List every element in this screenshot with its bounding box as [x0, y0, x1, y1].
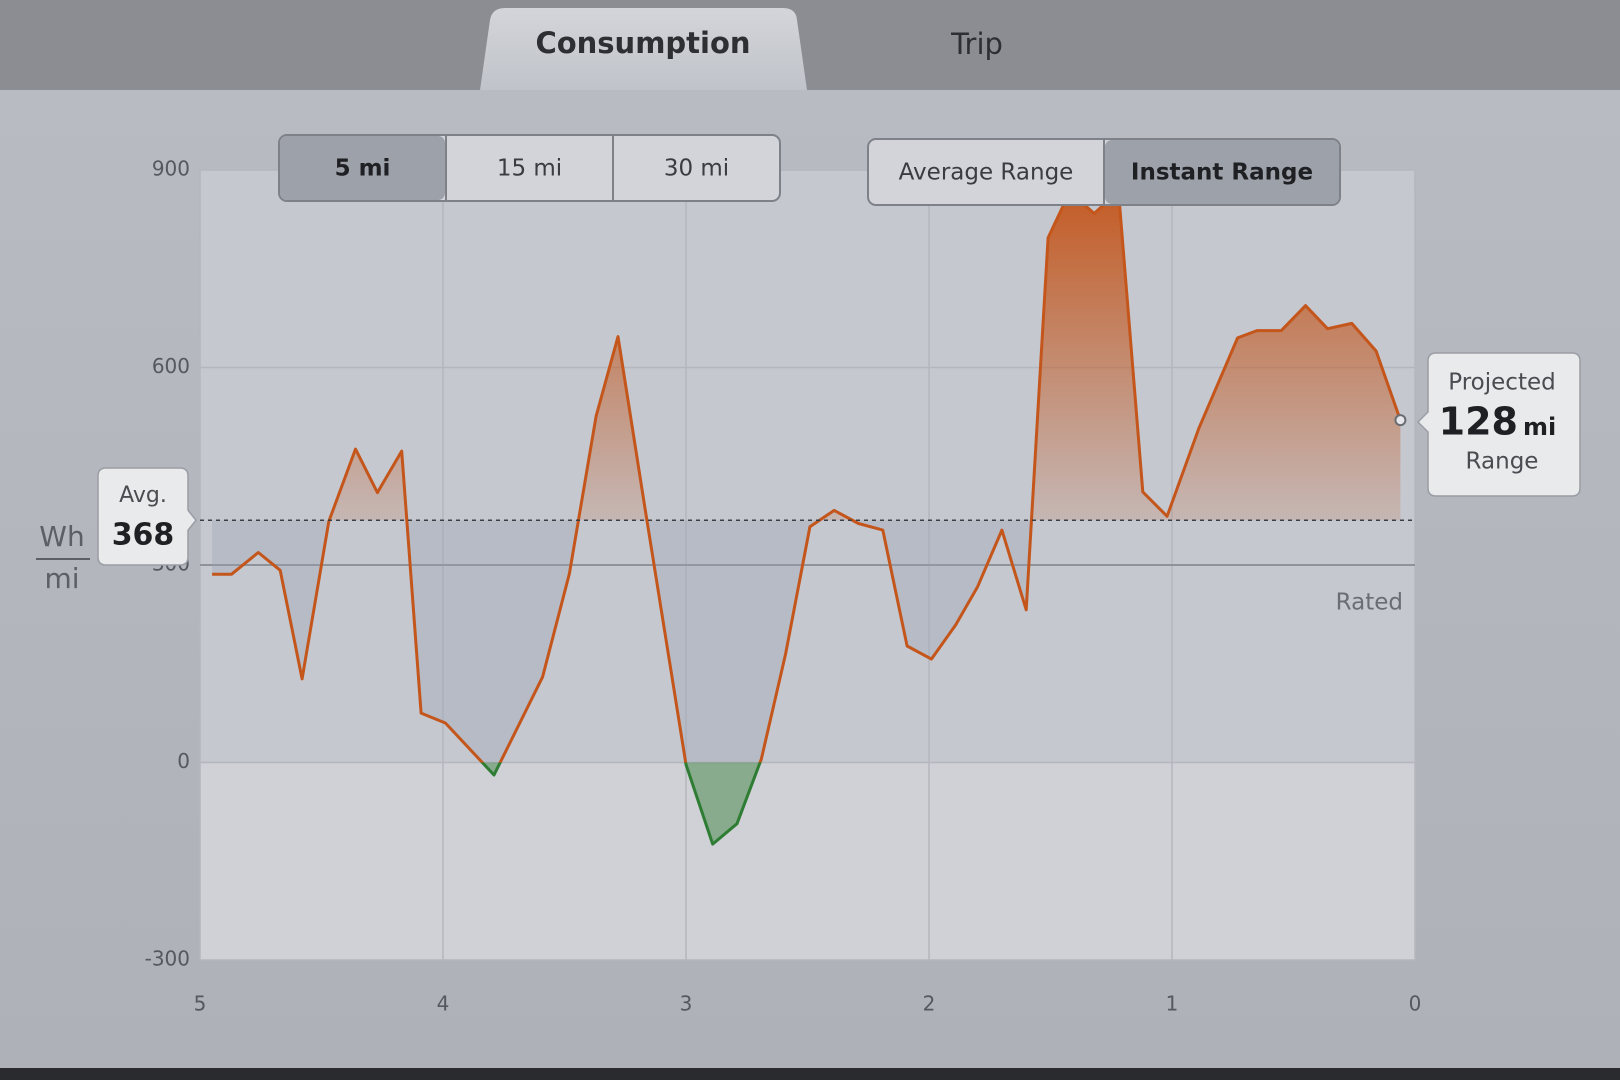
y-tick-label: 0: [177, 749, 190, 773]
plot-lower: [200, 762, 1415, 960]
y-unit-bottom: mi: [44, 562, 79, 595]
plot: -3000300600900543210RatedWhmiAvg.368Proj…: [36, 157, 1581, 1016]
avg-label: Avg.: [119, 483, 167, 508]
tab[interactable]: Consumption: [535, 26, 750, 60]
x-tick-label: 0: [1409, 992, 1422, 1016]
top-bar: [0, 0, 1620, 90]
area-negative: [482, 762, 761, 845]
button[interactable]: Instant Range: [1131, 160, 1313, 186]
projected-unit: mi: [1523, 413, 1556, 441]
projected-box: [1416, 352, 1581, 497]
x-tick-label: 2: [923, 992, 936, 1016]
x-tick-label: 3: [680, 992, 693, 1016]
bottom-edge: [0, 1068, 1620, 1080]
area-below-avg: [212, 520, 1032, 763]
button[interactable]: Average Range: [899, 160, 1074, 186]
button-active[interactable]: [1105, 140, 1339, 204]
button[interactable]: 5 mi: [335, 156, 391, 182]
tab[interactable]: Trip: [950, 27, 1003, 61]
line: [212, 189, 1402, 763]
button-active[interactable]: [280, 136, 445, 200]
y-tick-label: 900: [152, 157, 190, 181]
rated-label: Rated: [1336, 590, 1403, 616]
y-unit-top: Wh: [39, 520, 84, 553]
button[interactable]: 30 mi: [664, 156, 729, 182]
end-point: [1394, 414, 1407, 427]
y-tick-label: -300: [145, 947, 190, 971]
y-tick-label: 600: [152, 354, 190, 378]
area-above-avg: [212, 191, 1401, 521]
projected-value: 128: [1439, 400, 1518, 444]
avg-box: [97, 467, 197, 566]
projected-caption: Range: [1466, 449, 1539, 475]
x-tick-label: 5: [194, 992, 207, 1016]
buttons: 5 mi 15 mi 30 mi Average Range Instant Range: [278, 134, 1341, 206]
active-tab[interactable]: [480, 8, 807, 90]
x-tick-label: 1: [1166, 992, 1179, 1016]
avg-value: 368: [112, 518, 175, 553]
projected-label: Projected: [1448, 370, 1555, 396]
x-tick-label: 4: [437, 992, 450, 1016]
button[interactable]: 15 mi: [497, 156, 562, 182]
